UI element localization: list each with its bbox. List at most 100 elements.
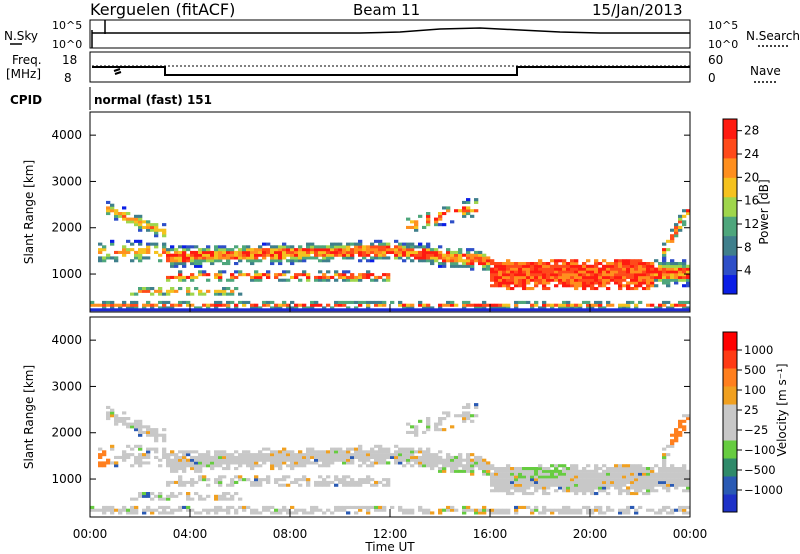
velocity-cell <box>498 489 503 493</box>
power-cell <box>130 303 135 307</box>
velocity-cell <box>666 505 671 509</box>
velocity-cell <box>354 511 359 515</box>
power-cell <box>134 256 139 260</box>
velocity-cell <box>302 511 307 515</box>
velocity-cell <box>422 511 427 515</box>
power-cell <box>562 284 567 288</box>
power-cell <box>310 245 315 249</box>
velocity-cell <box>486 508 491 512</box>
velocity-cell <box>270 467 275 471</box>
velocity-cell <box>222 455 227 459</box>
velocity-cell <box>302 478 307 482</box>
velocity-cell <box>350 455 355 459</box>
velocity-cell <box>566 511 571 515</box>
velocity-cell <box>218 478 223 482</box>
velocity-cell <box>350 480 355 484</box>
velocity-cell <box>614 475 619 479</box>
power-cell <box>566 267 571 271</box>
power-cell <box>114 217 119 221</box>
velocity-cell <box>278 455 283 459</box>
velocity-cell <box>538 464 543 468</box>
velocity-cell <box>562 464 567 468</box>
power-cell <box>194 259 199 263</box>
velocity-cell <box>506 467 511 471</box>
power-cell <box>150 287 155 291</box>
velocity-cell <box>514 511 519 515</box>
station-title: Kerguelen (fitACF) <box>90 0 235 19</box>
velocity-cell <box>402 447 407 451</box>
power-cell <box>578 303 583 307</box>
power-cell <box>282 303 287 307</box>
power-cell <box>110 206 115 210</box>
power-cell <box>650 278 655 282</box>
power-cell <box>498 264 503 268</box>
power-cell <box>558 273 563 277</box>
power-cell <box>322 250 327 254</box>
velocity-cell <box>642 492 647 496</box>
velocity-cell <box>206 464 211 468</box>
power-cell <box>570 275 575 279</box>
power-cell <box>458 256 463 260</box>
velocity-cell <box>346 450 351 454</box>
power-cell <box>482 303 487 307</box>
velocity-cell <box>646 472 651 476</box>
power-cell <box>554 275 559 279</box>
power-cell <box>422 256 427 260</box>
power-cell <box>678 214 683 218</box>
power-cell <box>354 245 359 249</box>
velocity-cell <box>410 455 415 459</box>
power-cell <box>274 273 279 277</box>
power-cell <box>494 270 499 274</box>
power-cell <box>386 245 391 249</box>
power-cell <box>626 273 631 277</box>
velocity-cell <box>590 480 595 484</box>
velocity-cell <box>618 483 623 487</box>
power-cell <box>426 250 431 254</box>
velocity-cell <box>450 469 455 473</box>
velocity-cell <box>238 455 243 459</box>
velocity-cell <box>622 469 627 473</box>
power-cell <box>226 292 231 296</box>
velocity-cell <box>138 422 143 426</box>
velocity-cell <box>470 469 475 473</box>
power-cell <box>150 292 155 296</box>
power-cell <box>114 212 119 216</box>
power-cell <box>278 248 283 252</box>
velocity-cell <box>510 480 515 484</box>
velocity-cell <box>506 475 511 479</box>
velocity-cell <box>102 461 107 465</box>
velocity-cell <box>606 480 611 484</box>
velocity-cell <box>498 483 503 487</box>
velocity-cell <box>326 450 331 454</box>
velocity-cell <box>546 475 551 479</box>
velocity-cell <box>490 478 495 482</box>
velocity-cell <box>638 483 643 487</box>
power-cell <box>242 300 247 304</box>
power-cell <box>230 278 235 282</box>
power-cell <box>282 256 287 260</box>
velocity-cell <box>638 489 643 493</box>
velocity-cell <box>650 472 655 476</box>
velocity-cell <box>314 450 319 454</box>
power-cell <box>498 275 503 279</box>
power-cell <box>446 253 451 257</box>
power-cell <box>382 303 387 307</box>
power-cell <box>334 253 339 257</box>
power-cell <box>582 278 587 282</box>
velocity-cell <box>518 478 523 482</box>
power-cell <box>362 275 367 279</box>
velocity-cell <box>210 464 215 468</box>
velocity-cell <box>286 450 291 454</box>
velocity-cell <box>254 480 259 484</box>
power-cell <box>602 264 607 268</box>
velocity-cell <box>542 492 547 496</box>
velocity-cell <box>598 467 603 471</box>
power-cell <box>474 209 479 213</box>
velocity-cell <box>406 447 411 451</box>
velocity-cell <box>258 483 263 487</box>
velocity-cell <box>270 464 275 468</box>
velocity-cell <box>606 467 611 471</box>
velocity-cell <box>374 453 379 457</box>
power-cell <box>450 259 455 263</box>
power-cell <box>450 300 455 304</box>
